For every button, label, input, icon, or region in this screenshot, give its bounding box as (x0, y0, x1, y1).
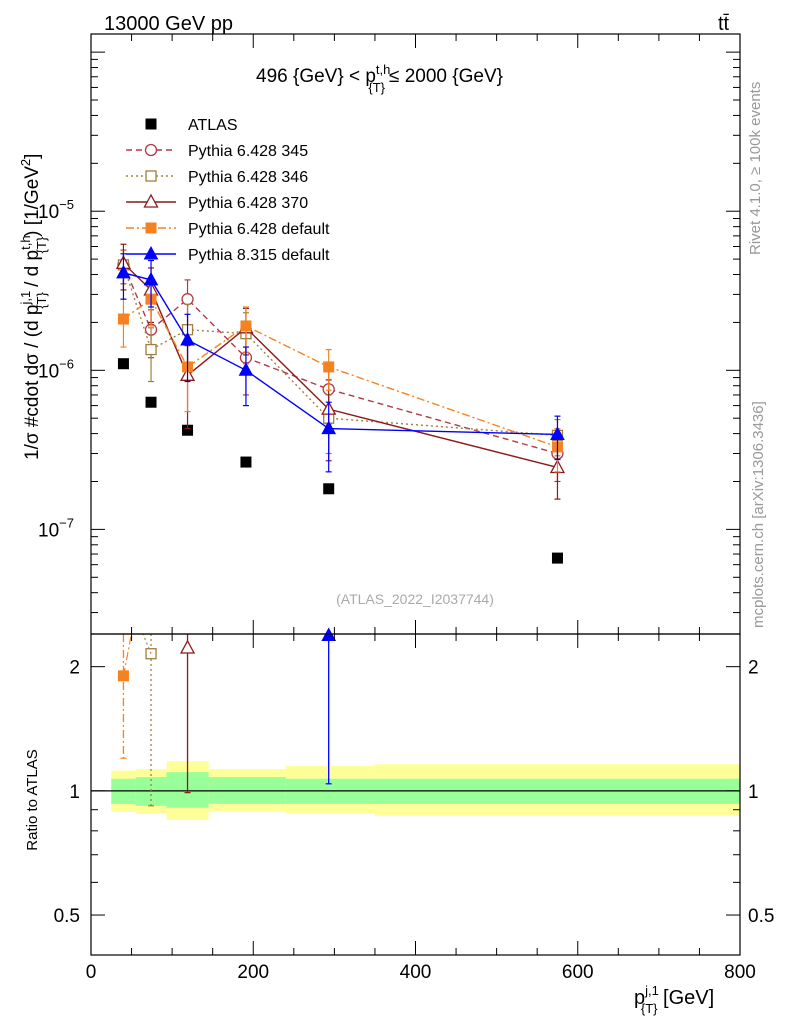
xlabel-sup: j,1 (644, 983, 659, 998)
ratio-line-fragment-p6def (122, 633, 133, 676)
ratio-series-p370 (179, 634, 196, 794)
data-point-p345 (181, 293, 194, 306)
ylabel-part-d: ] (22, 154, 43, 159)
x-tick-label: 200 (237, 962, 269, 983)
ratio-point-p370 (179, 639, 196, 654)
main-panel: 10−710−610−5 496 {GeV} < pt,h {T}≤ 2000 {… (18, 33, 741, 635)
ylabel-sup1: j,1 (18, 291, 33, 306)
ratio-panel-ticks (90, 634, 741, 956)
series-line-p370 (122, 262, 558, 469)
data-point-atlas (323, 483, 335, 495)
x-tick-label: 800 (724, 962, 756, 983)
legend-marker-p6def (145, 222, 157, 234)
x-tick-label: 0 (86, 962, 97, 983)
collision-energy-label: 13000 GeV pp (104, 13, 233, 35)
xlabel-part-b: [GeV] (657, 987, 714, 1009)
legend-marker-p370 (143, 193, 159, 208)
ylabel-sub2: {T} (34, 236, 49, 253)
mcplots-reference-label: mcplots.cern.ch [arXiv:1306.3436] (750, 401, 767, 628)
chart-title-left: 496 {GeV} < p (256, 66, 376, 87)
legend-label-p370: Pythia 6.428 370 (188, 195, 308, 212)
main-series-group (115, 243, 566, 564)
analysis-id-watermark: (ATLAS_2022_I2037744) (336, 591, 494, 607)
main-y-axis-label: 1/σ #cdot dσ / (d pj,1{T} / d pt,h{T}) [… (18, 154, 49, 460)
ratio-y-tick-labels: 0.5 0.5 1 1 2 2 (54, 658, 775, 927)
ylabel-sup3: 2 (18, 159, 33, 166)
x-tick-label: 400 (400, 962, 432, 983)
rivet-version-label: Rivet 4.1.0, ≥ 100k events (747, 82, 764, 255)
chart-title-sub: {T} (368, 80, 385, 95)
series-atlas (117, 358, 563, 564)
legend-label-p345: Pythia 6.428 345 (188, 143, 308, 160)
legend-label-p346: Pythia 6.428 346 (188, 169, 308, 186)
main-y-tick-label: 10−7 (38, 515, 74, 541)
data-point-p8def (143, 271, 159, 286)
data-point-atlas (240, 456, 252, 468)
series-line-p346 (122, 264, 558, 437)
ratio-y-tick-label-right: 2 (748, 658, 759, 679)
data-point-atlas (551, 552, 563, 564)
data-point-p8def (550, 426, 565, 440)
data-point-p8def (238, 362, 254, 376)
legend-label-atlas: ATLAS (188, 117, 238, 134)
ratio-panel: 0.5 0.51 12 2 0 200 400 600 800 Ratio to ATLAS … (24, 627, 775, 1016)
ylabel-part-a: 1/σ #cdot dσ / (d p (22, 305, 43, 460)
main-y-tick-labels: 10−7 10−6 10−5 (38, 197, 74, 541)
data-point-p6def (323, 361, 335, 373)
ratio-y-tick-label-left: 0.5 (54, 906, 80, 927)
main-y-tick-label: 10−5 (38, 197, 74, 223)
legend-marker-p346 (145, 170, 157, 182)
data-point-p8def (116, 264, 131, 279)
x-tick-labels: 0 200 400 600 800 (86, 962, 756, 983)
x-tick-label: 600 (562, 962, 594, 983)
ratio-y-tick-label-right: 1 (748, 782, 759, 803)
data-point-p8def (180, 331, 195, 346)
ratio-y-axis-label: Ratio to ATLAS (24, 749, 41, 850)
series-p8def (116, 253, 565, 473)
data-point-p346 (145, 343, 157, 356)
chart-title-right: ≤ 2000 {GeV} (389, 66, 503, 87)
legend: ATLAS Pythia 6.428 345 Pythia 6.428 346 Pyt… (126, 117, 330, 264)
main-panel-ticks (90, 34, 741, 634)
data-point-p6def (240, 320, 252, 332)
ratio-y-tick-label-left: 2 (69, 658, 80, 679)
legend-marker-atlas (145, 118, 157, 130)
legend-label-p6def: Pythia 6.428 default (188, 221, 330, 238)
data-point-p8def (321, 420, 337, 435)
process-label: tt̄ (718, 13, 730, 35)
chart-title-sup: t,h (376, 62, 390, 77)
ratio-y-tick-label-right: 0.5 (748, 906, 774, 927)
ratio-series-p6def (117, 634, 129, 759)
legend-label-p8def: Pythia 8.315 default (188, 247, 330, 264)
legend-marker-p345 (144, 143, 158, 157)
xlabel-part-a: p (634, 987, 645, 1009)
ylabel-sup2: t,h (18, 235, 33, 249)
series-line-p8def (123, 272, 558, 436)
legend-marker-p8def (143, 245, 159, 260)
ylabel-part-b: / d p (22, 250, 43, 292)
x-axis-label: pj,1 {T} [GeV] (634, 983, 714, 1016)
data-point-atlas (145, 396, 157, 408)
chart-title: 496 {GeV} < pt,h {T} ≤ 2000 {GeV} (256, 62, 503, 95)
ratio-line-fragment-p346 (142, 633, 152, 654)
ylabel-sub1: {T} (34, 291, 49, 308)
ylabel-part-c: ) [1/GeV (22, 166, 43, 237)
ratio-y-tick-label-left: 1 (69, 782, 80, 803)
data-point-atlas (117, 358, 129, 370)
main-y-tick-label: 10−6 (38, 356, 74, 382)
xlabel-sub: {T} (641, 1001, 658, 1016)
data-point-p6def (117, 313, 129, 325)
ratio-series-p8def (321, 627, 337, 785)
